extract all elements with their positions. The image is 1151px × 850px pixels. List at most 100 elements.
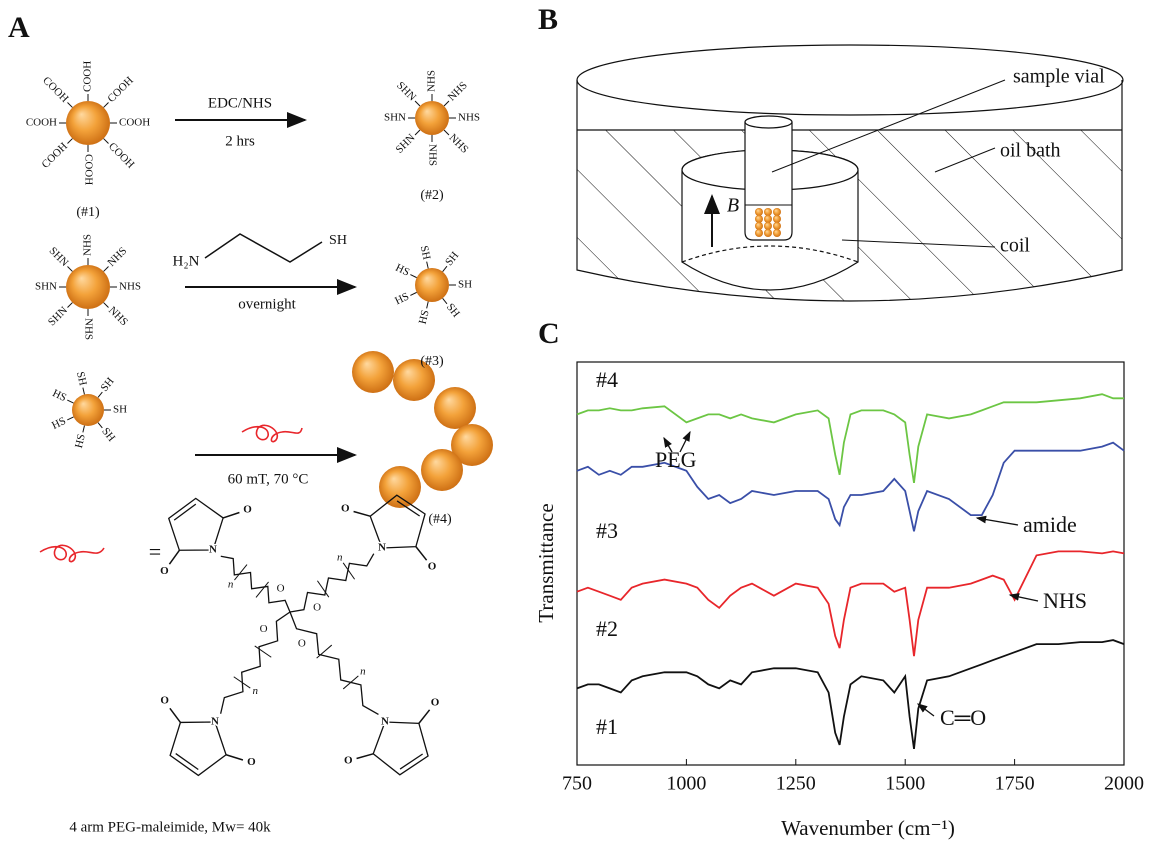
functional-group: NHS (82, 318, 94, 340)
bond (427, 262, 429, 269)
x-tick-label: 1750 (995, 773, 1035, 795)
bead (764, 222, 772, 230)
atom: O (341, 503, 350, 515)
carbonyl (419, 710, 430, 724)
bond (427, 302, 429, 309)
condition: overnight (238, 296, 296, 312)
bond (98, 423, 102, 428)
functional-group: NHS (105, 245, 129, 269)
bond (67, 266, 72, 271)
bond (67, 417, 73, 420)
cluster (352, 351, 493, 508)
functional-group: SH (443, 250, 461, 269)
annotation: C═O (940, 705, 986, 730)
nanoparticle (352, 351, 394, 393)
bond (444, 101, 449, 106)
vial-top (745, 116, 792, 128)
functional-group: SHN (35, 281, 57, 293)
ring (373, 722, 428, 775)
callout: sample vial (1013, 66, 1105, 88)
atom: O (313, 601, 321, 613)
bond (410, 275, 416, 278)
bracket (234, 565, 247, 581)
functional-group: SHN (46, 304, 70, 328)
annotation-arrow (918, 704, 934, 716)
product-label: (#3) (420, 354, 444, 369)
callout: coil (1000, 235, 1030, 257)
bond (415, 101, 420, 106)
condition: 2 hrs (225, 133, 255, 149)
atom: O (243, 503, 252, 515)
bracket (256, 582, 269, 598)
nanoparticle (379, 466, 421, 508)
series-label: #1 (596, 714, 618, 739)
bond (410, 292, 416, 295)
functional-group: SH (99, 426, 117, 445)
bond (415, 130, 420, 135)
functional-group: NHS (458, 112, 480, 124)
panel-label: A (8, 11, 30, 44)
atom: O (260, 623, 268, 635)
y-axis-label: Transmittance (534, 503, 558, 622)
plot-frame (577, 362, 1124, 765)
nanoparticle (66, 101, 110, 145)
plot: 75010001250150017502000#4#3#2#1PEGamideN… (562, 367, 1144, 795)
x-tick-label: 2000 (1104, 773, 1144, 795)
bond (98, 392, 102, 397)
nanoparticle (434, 387, 476, 429)
functional-group: COOH (119, 117, 150, 129)
bond (221, 612, 290, 714)
functional-group: NHS (106, 304, 130, 328)
product-label: (#4) (428, 512, 452, 527)
x-axis-label: Wavenumber (cm⁻¹) (781, 816, 955, 840)
nanoparticle (415, 268, 449, 302)
ring (170, 722, 226, 775)
functional-group: NHS (426, 144, 438, 166)
nanoparticle (415, 101, 449, 135)
peg-structure: OnNOOOnNOOOnNOOOnNOO (160, 495, 440, 775)
functional-group: SHN (393, 132, 417, 156)
repeat-unit: n (360, 665, 366, 677)
annotation-arrow (977, 518, 1018, 525)
atom: N (211, 716, 219, 728)
peg-icon (40, 545, 104, 561)
repeat-unit: n (228, 578, 234, 590)
bond (67, 303, 72, 308)
bond (205, 234, 322, 262)
bracket (255, 646, 272, 657)
atom: O (344, 754, 353, 766)
ring (169, 498, 223, 550)
peg-icon (242, 425, 302, 441)
bead (773, 215, 781, 223)
bead (764, 229, 772, 237)
nanoparticle (72, 394, 104, 426)
carbonyl (416, 547, 427, 561)
field-label: B (727, 195, 739, 217)
bead (755, 215, 763, 223)
carbonyl (169, 550, 179, 564)
annotation: PEG (655, 447, 697, 472)
functional-group: SH (458, 279, 472, 291)
functional-group: HS (393, 290, 411, 307)
carbonyl (223, 513, 239, 518)
series-label: #2 (596, 616, 618, 641)
functional-group: COOH (82, 154, 94, 185)
functional-group: SHN (384, 112, 406, 124)
atom: O (277, 583, 285, 595)
functional-group: COOH (82, 61, 94, 92)
atom: N (381, 716, 389, 728)
caption: 4 arm PEG-maleimide, Mw= 40k (69, 819, 271, 835)
functional-group: COOH (26, 117, 57, 129)
bond (83, 426, 85, 433)
bond (444, 130, 449, 135)
figure: A B C EDC/NHS 2 hrs H₂N SH overnight 60 … (0, 0, 1151, 845)
bond (67, 102, 72, 107)
repeat-unit: n (252, 685, 258, 697)
functional-group: SH (444, 301, 462, 320)
thiol: SH (329, 233, 347, 248)
series-label: #4 (596, 367, 618, 392)
annotation: amide (1023, 512, 1077, 537)
panel-label: C (538, 317, 560, 350)
bond (290, 612, 378, 714)
bond (67, 400, 73, 403)
